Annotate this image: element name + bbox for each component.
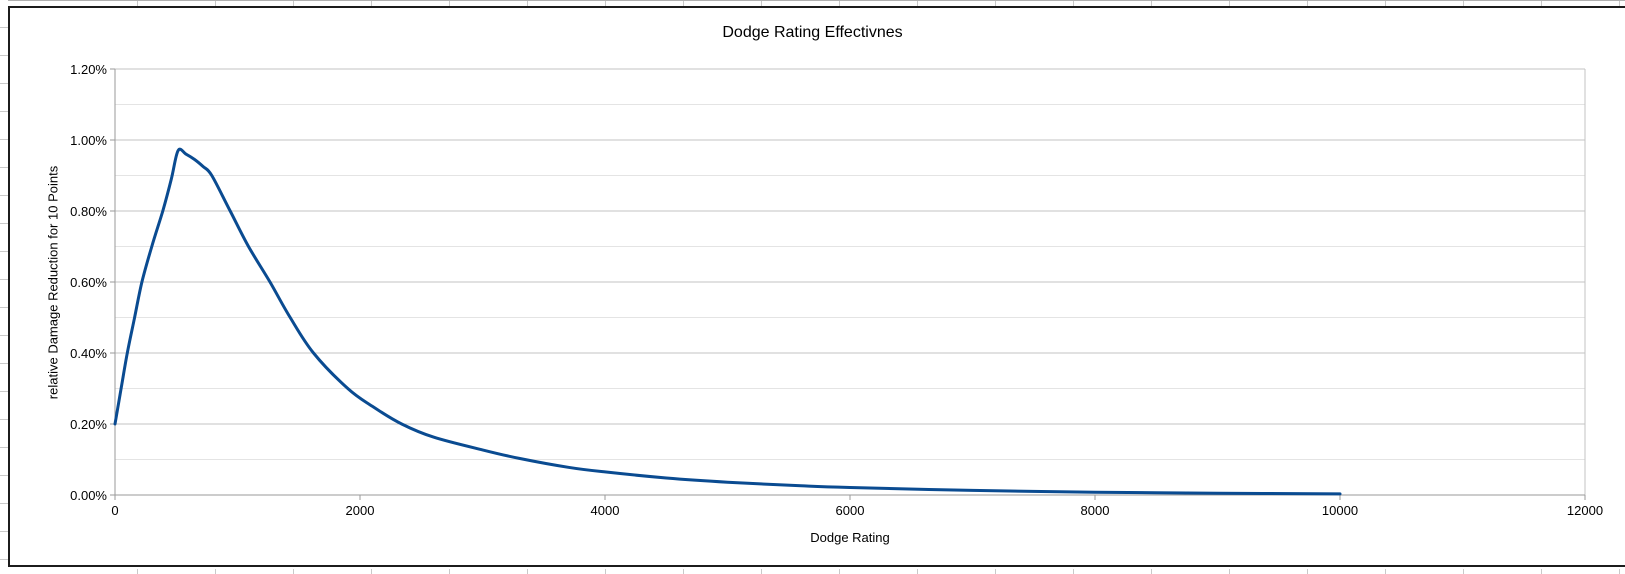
y-tick-label: 0.40% [70, 345, 107, 361]
x-axis-title: Dodge Rating [810, 530, 890, 545]
x-tick-label: 10000 [1321, 503, 1359, 518]
y-tick-label: 1.00% [70, 132, 107, 148]
chart-object [8, 6, 1625, 567]
x-tick-label: 6000 [835, 503, 865, 518]
sheet-row-grid-left [0, 0, 8, 574]
dodge-effectiveness-curve [113, 147, 1342, 496]
y-tick-label: 0.00% [70, 487, 107, 503]
y-tick-label: 1.20% [70, 61, 107, 77]
sheet-column-grid-bottom [0, 569, 1625, 574]
y-axis-title: relative Damage Reduction for 10 Points [45, 165, 61, 400]
chart-title: Dodge Rating Effectivnes [722, 24, 903, 41]
x-tick-label: 2000 [345, 503, 375, 518]
x-tick-label: 0 [111, 503, 119, 518]
x-tick-label: 4000 [590, 503, 620, 518]
x-tick-label: 12000 [1566, 503, 1604, 518]
y-tick-label: 0.80% [70, 203, 107, 219]
y-tick-label: 0.60% [70, 274, 107, 290]
x-tick-label: 8000 [1080, 503, 1110, 518]
y-tick-label: 0.20% [70, 416, 107, 432]
sheet-column-grid-top [0, 0, 1625, 7]
